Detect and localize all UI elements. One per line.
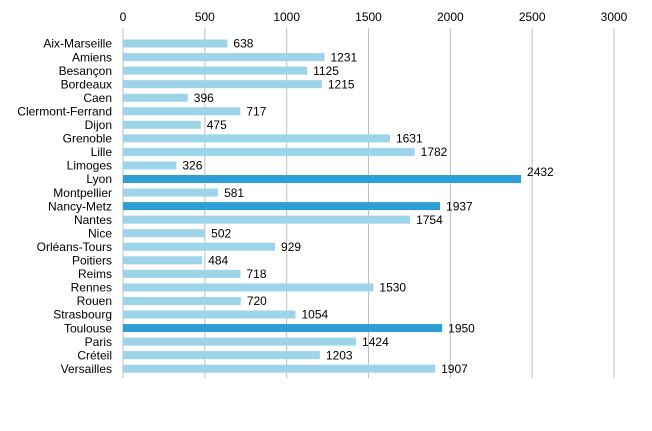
- x-tick-label: 500: [195, 10, 215, 24]
- bar-besan-on: [123, 66, 308, 75]
- bar-rouen: [123, 296, 241, 305]
- bar-orl-ans-tours: [123, 242, 276, 251]
- category-label: Rouen: [77, 294, 112, 308]
- bar-versailles: [123, 364, 436, 373]
- value-label: 1215: [328, 77, 355, 91]
- category-label: Paris: [85, 335, 112, 349]
- value-label: 1754: [416, 213, 443, 227]
- bar-lille: [123, 147, 415, 156]
- category-label: Montpellier: [53, 186, 112, 200]
- value-label: 581: [224, 186, 244, 200]
- bar-grenoble: [123, 134, 390, 143]
- category-label: Lyon: [86, 172, 112, 186]
- category-label: Rennes: [71, 281, 112, 295]
- category-label: Clermont-Ferrand: [17, 104, 112, 118]
- value-label: 717: [246, 104, 266, 118]
- bar-caen: [123, 93, 188, 102]
- category-label: Strasbourg: [53, 308, 112, 322]
- value-label: 1054: [302, 308, 329, 322]
- bar-nice: [123, 229, 206, 238]
- value-label: 929: [281, 240, 301, 254]
- x-tick-label: 1500: [355, 10, 382, 24]
- bar-toulouse: [123, 324, 443, 333]
- bar-paris: [123, 337, 357, 346]
- bar-nancy-metz: [123, 202, 441, 211]
- x-tick-label: 2500: [519, 10, 546, 24]
- category-label: Poitiers: [72, 254, 112, 268]
- category-label: Versailles: [61, 362, 112, 376]
- value-label: 1530: [379, 281, 406, 295]
- category-label: Besançon: [59, 64, 112, 78]
- bar-amiens: [123, 53, 325, 62]
- category-label: Dijon: [85, 118, 112, 132]
- value-label: 638: [233, 37, 253, 51]
- bar-strasbourg: [123, 310, 296, 319]
- x-tick-label: 2000: [437, 10, 464, 24]
- value-label: 1231: [330, 50, 357, 64]
- bar-rennes: [123, 283, 374, 292]
- bar-limoges: [123, 161, 177, 170]
- value-label: 1424: [362, 335, 389, 349]
- x-tick-label: 3000: [601, 10, 628, 24]
- value-label: 1631: [396, 132, 423, 146]
- x-tick-label: 1000: [273, 10, 300, 24]
- category-label: Créteil: [77, 348, 112, 362]
- category-label: Aix-Marseille: [43, 37, 112, 51]
- x-tick-label: 0: [120, 10, 127, 24]
- category-label: Grenoble: [63, 132, 113, 146]
- category-label: Nice: [88, 226, 112, 240]
- x-axis-ticks: 0 500 1000 1500 2000 2500 3000: [120, 10, 628, 24]
- category-label: Bordeaux: [61, 77, 112, 91]
- value-label: 396: [194, 91, 214, 105]
- category-labels: Aix-MarseilleAmiensBesançonBordeauxCaenC…: [17, 37, 112, 376]
- bar-reims: [123, 269, 241, 278]
- value-label: 2432: [527, 165, 554, 179]
- category-label: Lille: [91, 145, 113, 159]
- value-label: 718: [247, 267, 267, 281]
- value-label: 1125: [313, 64, 339, 78]
- bar-montpellier: [123, 188, 219, 197]
- value-label: 475: [207, 118, 227, 132]
- category-label: Amiens: [72, 50, 112, 64]
- category-label: Nantes: [74, 213, 112, 227]
- bar-dijon: [123, 120, 201, 129]
- category-label: Orléans-Tours: [37, 240, 112, 254]
- category-label: Caen: [83, 91, 112, 105]
- category-label: Toulouse: [64, 321, 112, 335]
- bar-aix-marseille: [123, 39, 228, 48]
- value-label: 1782: [421, 145, 448, 159]
- bar-cr-teil: [123, 351, 320, 360]
- value-label: 484: [208, 254, 228, 268]
- value-label: 1907: [441, 362, 468, 376]
- value-label: 1937: [446, 199, 473, 213]
- bars: [123, 39, 522, 373]
- category-label: Reims: [78, 267, 112, 281]
- bar-clermont-ferrand: [123, 107, 241, 116]
- category-label: Nancy-Metz: [48, 199, 112, 213]
- bar-lyon: [123, 175, 522, 183]
- bar-bordeaux: [123, 80, 322, 89]
- value-label: 326: [182, 159, 202, 173]
- bar-nantes: [123, 215, 411, 224]
- category-label: Limoges: [67, 159, 112, 173]
- value-label: 1950: [448, 321, 475, 335]
- bar-poitiers: [123, 256, 203, 265]
- value-label: 720: [247, 294, 267, 308]
- value-label: 1203: [326, 348, 353, 362]
- value-label: 502: [211, 226, 231, 240]
